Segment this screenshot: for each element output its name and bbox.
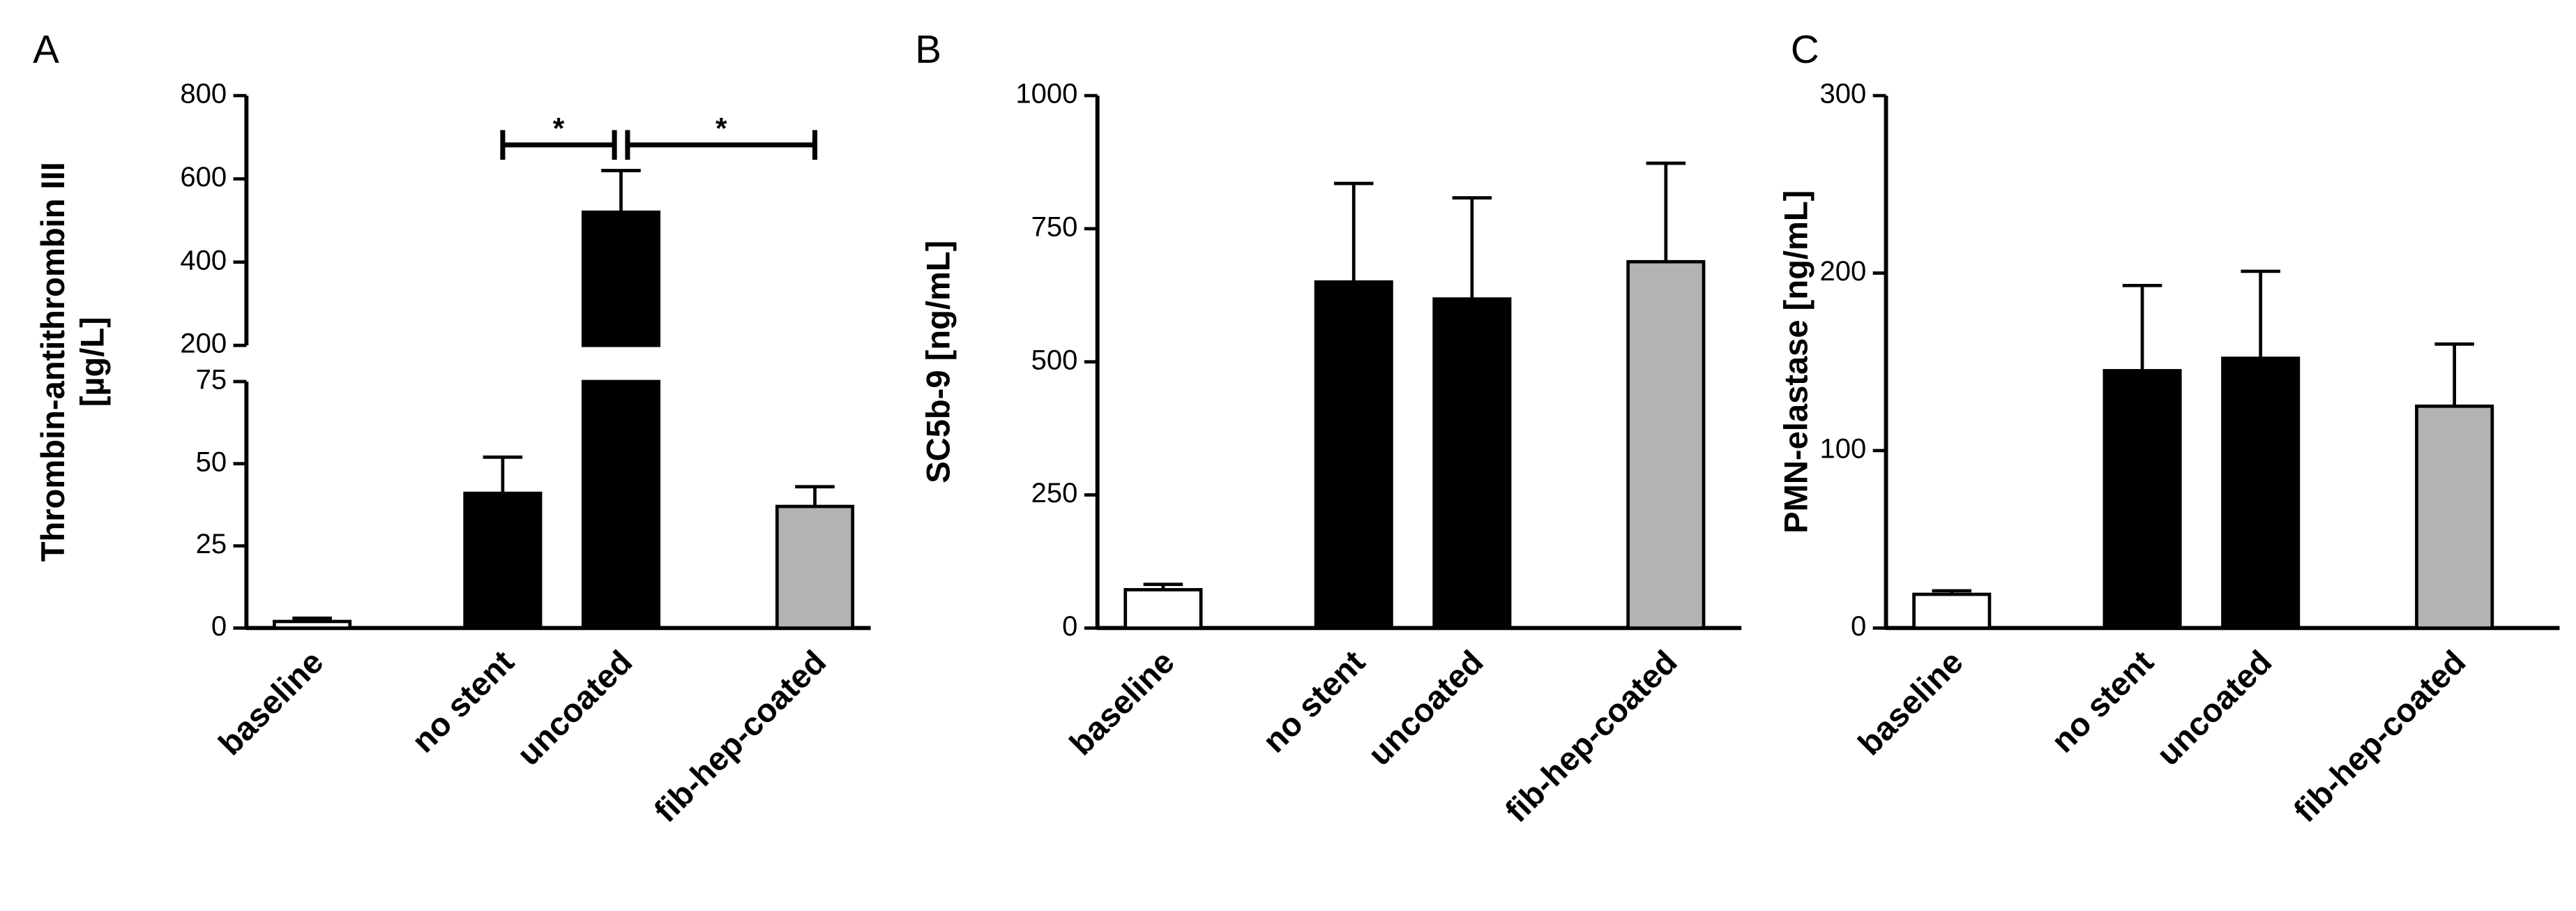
y-tick-label: 600 (180, 162, 227, 193)
x-tick-label: no stent (1255, 643, 1372, 760)
panel-label: C (1791, 27, 1819, 71)
x-tick-label: baseline (1062, 643, 1181, 762)
bar (1123, 588, 1203, 630)
y-tick-label: 500 (1031, 345, 1078, 375)
bar (1912, 592, 1992, 630)
bar (273, 619, 352, 630)
y-tick-label: 300 (1819, 79, 1866, 110)
y-axis-label: PMN-elastase [ng/mL] (1777, 190, 1814, 534)
y-tick-label: 75 (196, 365, 227, 396)
significance-label: * (715, 112, 727, 144)
bar (2103, 369, 2182, 630)
bar (1314, 280, 1393, 630)
x-tick-label: uncoated (510, 643, 639, 773)
bar (775, 504, 855, 630)
y-tick-label: 100 (1819, 434, 1866, 465)
bar (1626, 259, 1706, 630)
y-tick-label: 250 (1031, 478, 1078, 509)
x-tick-label: fib-hep-coated (2287, 643, 2473, 829)
bar (2221, 356, 2301, 630)
y-tick-label: 1000 (1015, 79, 1077, 110)
y-axis-label: SC5b-9 [ng/mL] (920, 241, 957, 483)
y-axis-label: Thrombin-antithrombin III (34, 162, 71, 562)
y-tick-label: 0 (1062, 611, 1077, 642)
y-tick-label: 0 (1851, 611, 1866, 642)
y-tick-label: 750 (1031, 211, 1078, 242)
y-tick-label: 200 (180, 329, 227, 359)
significance-label: * (553, 112, 565, 144)
x-tick-label: baseline (1851, 643, 1970, 762)
x-tick-label: fib-hep-coated (1498, 643, 1684, 829)
bar (463, 491, 543, 630)
bar (1432, 297, 1512, 630)
y-tick-label: 50 (196, 446, 227, 477)
x-tick-label: fib-hep-coated (646, 643, 833, 829)
bar (581, 379, 661, 630)
x-tick-label: no stent (404, 643, 521, 760)
panel-label: B (915, 27, 941, 71)
y-axis-label: [µg/L] (73, 317, 110, 407)
y-tick-label: 800 (180, 79, 227, 110)
y-tick-label: 0 (211, 611, 227, 642)
y-tick-label: 200 (1819, 256, 1866, 287)
x-tick-label: uncoated (2149, 643, 2279, 773)
bar (581, 210, 661, 347)
bar (2415, 404, 2494, 630)
x-tick-label: uncoated (1361, 643, 1490, 773)
panel-label: A (33, 27, 59, 71)
y-tick-label: 400 (180, 245, 227, 276)
y-tick-label: 25 (196, 529, 227, 559)
x-tick-label: baseline (211, 643, 331, 762)
x-tick-label: no stent (2044, 643, 2160, 760)
